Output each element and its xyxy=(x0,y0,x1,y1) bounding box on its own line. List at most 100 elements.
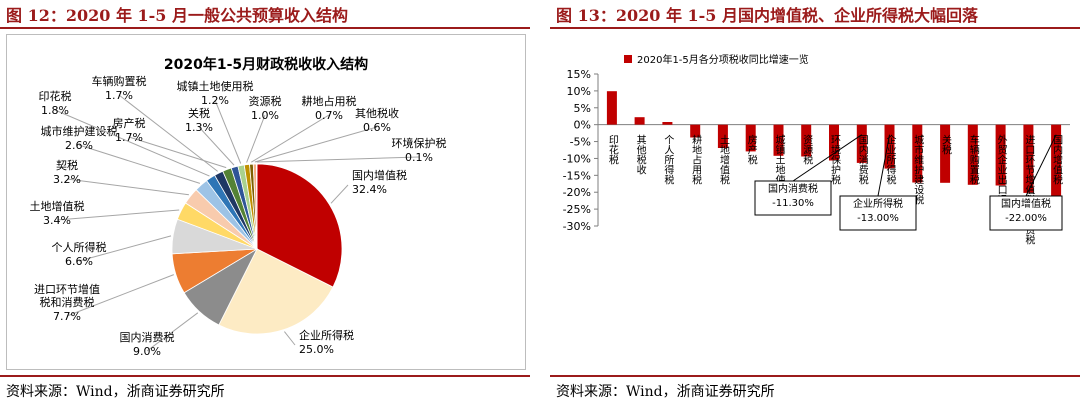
pie-leader-line xyxy=(66,178,189,196)
bar xyxy=(1023,124,1034,193)
pie-leader-line xyxy=(118,94,219,172)
left-source-rule xyxy=(0,375,530,377)
legend-label: 2020年1-5月各分项税收同比增速一览 xyxy=(637,53,809,66)
left-figure-title: 图 12：2020 年 1-5 月一般公共预算收入结构 xyxy=(6,6,348,25)
bar xyxy=(912,124,923,183)
right-source-note: 资料来源：Wind，浙商证券研究所 xyxy=(556,384,775,400)
pie-slice-label: 关税 1.3% xyxy=(185,106,213,134)
pie-leader-line xyxy=(128,136,227,169)
annotation-leader xyxy=(877,134,891,197)
y-tick-label: -25% xyxy=(563,203,591,216)
annotation-box xyxy=(839,195,917,231)
pie-slice-label: 国内增值税 32.4% xyxy=(352,168,407,196)
x-category-label: 国内增值税 xyxy=(1051,134,1063,185)
pie-slice-label: 耕地占用税 0.7% xyxy=(302,94,357,122)
y-tick-label: -20% xyxy=(563,186,591,199)
bar xyxy=(1051,124,1062,199)
annotation-value: -11.30% xyxy=(772,198,814,209)
bar xyxy=(634,117,645,125)
bar xyxy=(967,124,978,185)
bar xyxy=(940,124,951,183)
x-category-label: 外贸企业出口退税 xyxy=(995,134,1007,215)
x-category-label: 城市维护建设税 xyxy=(912,134,924,205)
pie-leader-line xyxy=(66,274,174,317)
pie-slice-label: 资源税 1.0% xyxy=(249,94,282,122)
bar xyxy=(606,91,617,125)
right-source-rule xyxy=(550,375,1080,377)
x-category-label: 资源税 xyxy=(801,134,813,165)
pie-slice-label: 城市维护建设税 2.6% xyxy=(41,124,118,152)
y-tick-label: -5% xyxy=(570,136,591,149)
annotation-box xyxy=(989,195,1063,231)
y-tick-label: 10% xyxy=(567,85,591,98)
legend-swatch xyxy=(624,55,632,63)
pie-leader-line xyxy=(146,312,199,352)
bar xyxy=(856,124,867,163)
pie-leader-line xyxy=(78,144,201,184)
bar-chart-frame: 2020年1-5月各分项税收同比增速一览 15% 10% 5% 0% -5% -10% -15… xyxy=(550,34,1078,370)
pie-leader-line xyxy=(330,184,349,204)
annotation-label: 国内增值税 xyxy=(1001,197,1051,210)
pie-leader-line xyxy=(254,126,378,163)
x-category-label: 房产税 xyxy=(745,133,757,165)
pie-slice-label: 城镇土地使用税 1.2% xyxy=(177,79,254,107)
x-category-label: 关税 xyxy=(940,133,952,155)
annotation-leader xyxy=(792,134,863,182)
pie-slice-label: 车辆购置税 1.7% xyxy=(92,74,147,102)
bar xyxy=(662,122,673,125)
pie-slice-label: 印花税 1.8% xyxy=(39,89,72,117)
annotation-leader xyxy=(1025,134,1057,197)
bar xyxy=(717,124,728,148)
pie-slice-label: 个人所得税 6.6% xyxy=(52,240,107,268)
pie-slice-label: 契税 3.2% xyxy=(53,158,81,186)
annotation-value: -13.00% xyxy=(857,213,899,224)
pie-slice xyxy=(218,248,334,335)
annotation-value: -22.00% xyxy=(1005,213,1047,224)
pie-slice-label: 国内消费税 9.0% xyxy=(120,330,175,358)
x-category-label: 其他税收 xyxy=(634,134,646,175)
bar xyxy=(690,124,701,138)
pie-leader-line xyxy=(246,114,266,163)
annotation-box xyxy=(754,180,832,216)
right-figure-panel: 图 13：2020 年 1-5 月国内增值税、企业所得税大幅回落 2020年1-… xyxy=(550,0,1080,403)
pie-leader-line xyxy=(198,126,235,166)
pie-slice-label: 环境保护税 0.1% xyxy=(392,136,447,164)
annotation-label: 企业所得税 xyxy=(853,197,903,210)
pie-leader-line xyxy=(284,331,296,346)
pie-leader-line xyxy=(56,209,180,221)
x-category-label: 企业所得税 xyxy=(884,133,896,185)
x-category-label: 车辆购置税 xyxy=(967,133,979,185)
bar xyxy=(773,124,784,156)
y-tick-label: -10% xyxy=(563,152,591,165)
pie-slice-label: 企业所得税 25.0% xyxy=(299,328,354,356)
bar xyxy=(801,124,812,157)
pie-slice-label: 进口环节增值税和消费税 7.7% xyxy=(34,282,100,323)
bar xyxy=(829,124,839,161)
pie-leader-line xyxy=(251,114,330,163)
annotation-label: 国内消费税 xyxy=(768,182,818,195)
pie-slice-label: 房产税 1.7% xyxy=(113,116,146,144)
y-tick-label: -30% xyxy=(563,220,591,233)
right-title-rule xyxy=(550,27,1080,29)
pie-leader-line xyxy=(214,99,242,164)
x-category-label: 耕地占用税 xyxy=(690,133,702,185)
right-figure-title: 图 13：2020 年 1-5 月国内增值税、企业所得税大幅回落 xyxy=(556,6,978,25)
pie-slice-label: 其他税收 0.6% xyxy=(355,106,399,134)
pie-title: 2020年1-5月财政税收收入结构 xyxy=(164,56,368,73)
left-title-rule xyxy=(0,27,530,29)
x-category-label: 国内消费税 xyxy=(856,134,868,185)
pie-slice xyxy=(256,163,258,250)
y-tick-label: 0% xyxy=(574,119,591,132)
pie-leader-line xyxy=(78,235,172,262)
y-tick-label: 5% xyxy=(574,102,591,115)
y-tick-label: 15% xyxy=(567,68,591,81)
bar xyxy=(884,124,895,169)
x-category-label: 土地增值税 xyxy=(717,133,729,185)
x-category-label: 环境保护税 xyxy=(829,135,841,186)
bar xyxy=(995,124,1006,186)
pie-slice xyxy=(256,163,343,288)
x-category-label: 印花税 xyxy=(606,134,618,165)
pie-leader-line xyxy=(54,109,210,177)
left-figure-panel: 图 12：2020 年 1-5 月一般公共预算收入结构 2020年1-5月财政税… xyxy=(0,0,530,403)
